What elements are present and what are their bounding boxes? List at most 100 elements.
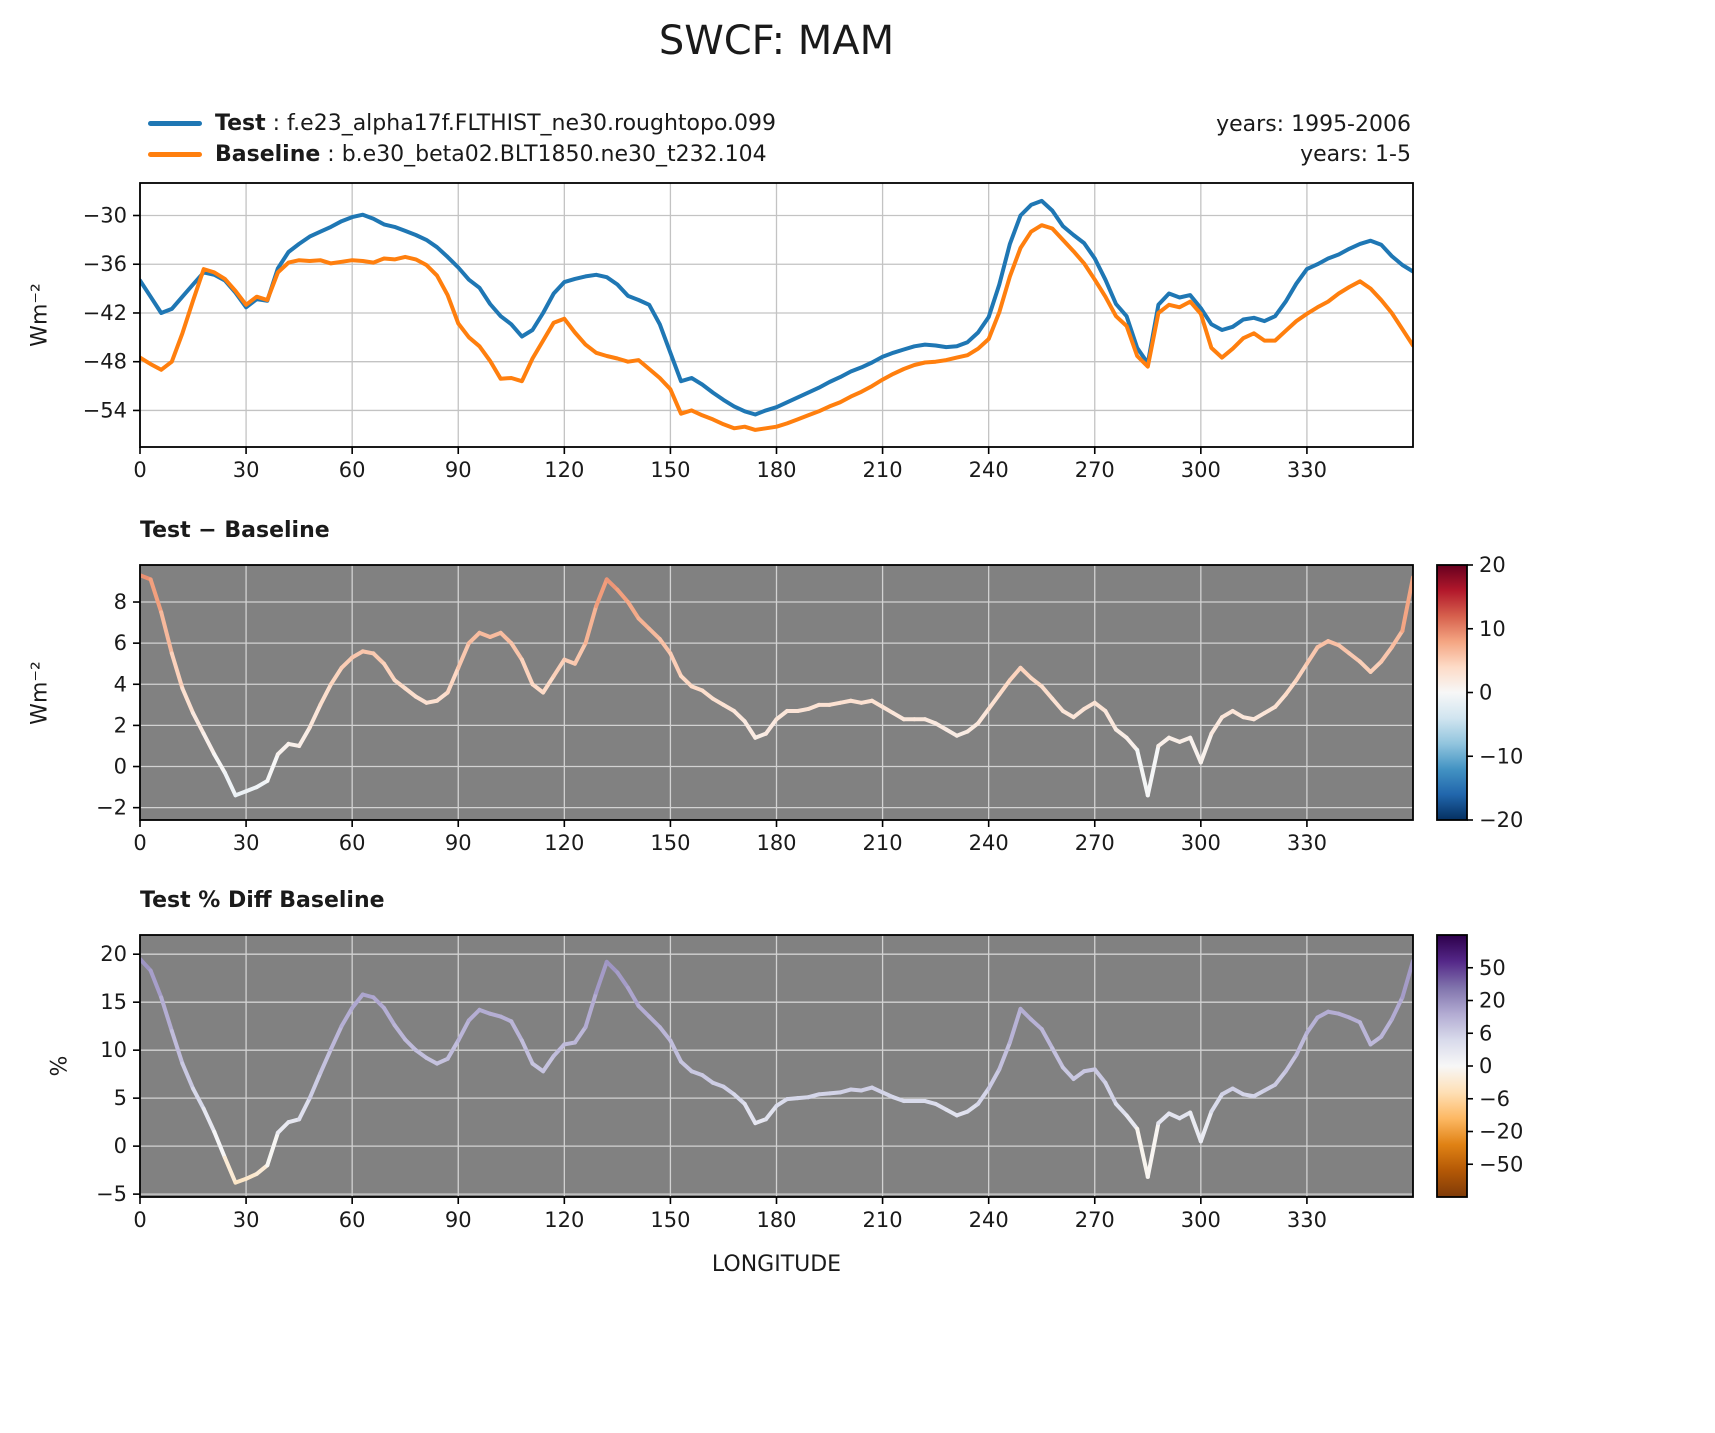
svg-text:210: 210 [863,1208,903,1232]
svg-text:180: 180 [756,458,796,482]
pct-diff-panel-ylabel: % [47,1055,73,1077]
legend-entry-baseline: Baseline : b.e30_beta02.BLT1850.ne30_t23… [148,139,776,170]
svg-text:0: 0 [133,458,146,482]
baseline-line-swatch [148,152,202,157]
svg-text:240: 240 [969,458,1009,482]
svg-text:8: 8 [114,590,127,614]
svg-text:180: 180 [756,831,796,855]
svg-text:90: 90 [445,1208,472,1232]
diff-panel-ylabel: Wm⁻² [27,661,53,725]
legend: Test : f.e23_alpha17f.FLTHIST_ne30.rough… [148,108,776,170]
plot-data [140,198,1413,432]
svg-text:0: 0 [114,1134,127,1158]
svg-text:240: 240 [969,1208,1009,1232]
pct-diff-colorbar: 50 20 6 0 −6 −20 −50 [1436,934,1523,1198]
svg-text:90: 90 [445,831,472,855]
years-test: years: 1995-2006 [1216,112,1411,137]
swcf-panel: 0 30 60 90 120 150 180 210 240 270 300 330 −54 −48 −42… [83,182,1414,482]
svg-text:6: 6 [114,631,127,655]
svg-text:6: 6 [1479,1021,1492,1045]
svg-text:300: 300 [1181,458,1221,482]
test-line-swatch [148,121,202,126]
svg-text:150: 150 [650,1208,690,1232]
svg-text:4: 4 [114,672,127,696]
svg-text:5: 5 [114,1086,127,1110]
svg-text:30: 30 [233,831,260,855]
years-annotation: years: 1995-2006 years: 1-5 [1216,110,1411,170]
top-panel-ylabel: Wm⁻² [27,283,53,347]
legend-baseline-name: : b.e30_beta02.BLT1850.ne30_t232.104 [320,142,767,167]
svg-text:0: 0 [114,755,127,779]
svg-text:330: 330 [1287,458,1327,482]
baseline-line [140,223,1413,432]
svg-text:120: 120 [544,831,584,855]
svg-text:90: 90 [445,458,472,482]
svg-text:−36: −36 [83,252,127,276]
svg-text:180: 180 [756,1208,796,1232]
svg-text:30: 30 [233,1208,260,1232]
tick-marks [133,953,1308,1204]
svg-text:120: 120 [544,458,584,482]
svg-text:240: 240 [969,831,1009,855]
diff-panel: 0 30 60 90 120 150 180 210 240 270 300 330−20246820… [96,553,1523,855]
tick-labels: 0 30 60 90 120 150 180 210 240 270 300 330 −54 −48 −42… [83,203,1327,482]
svg-text:2: 2 [114,713,127,737]
svg-text:0: 0 [133,831,146,855]
chart-title: SWCF: MAM [658,18,895,64]
svg-text:−2: −2 [96,796,127,820]
svg-text:120: 120 [544,1208,584,1232]
svg-text:300: 300 [1181,1208,1221,1232]
svg-text:−10: −10 [1479,744,1523,768]
svg-text:210: 210 [863,458,903,482]
svg-text:270: 270 [1075,458,1115,482]
legend-baseline-label: Baseline [215,142,321,167]
pct-diff-panel: 0 30 60 90 120 150 180 210 240 270 300 330−50510152… [96,934,1523,1232]
svg-text:−54: −54 [83,398,127,422]
legend-test-text: Test : f.e23_alpha17f.FLTHIST_ne30.rough… [215,111,776,136]
diff-panel-title: Test − Baseline [140,518,330,543]
svg-text:30: 30 [233,458,260,482]
svg-text:0: 0 [1479,1054,1492,1078]
svg-text:−6: −6 [1479,1087,1510,1111]
svg-text:20: 20 [1479,553,1506,577]
legend-test-label: Test [215,111,266,136]
svg-text:210: 210 [863,831,903,855]
svg-text:60: 60 [339,831,366,855]
svg-text:50: 50 [1479,956,1506,980]
plot-data [140,956,1413,1185]
years-baseline: years: 1-5 [1300,142,1411,167]
svg-text:150: 150 [650,831,690,855]
test-line [140,198,1413,417]
svg-text:15: 15 [100,990,127,1014]
svg-text:−20: −20 [1479,808,1523,832]
legend-entry-test: Test : f.e23_alpha17f.FLTHIST_ne30.rough… [148,108,776,139]
tick-marks [133,214,1308,454]
svg-text:10: 10 [100,1038,127,1062]
diff-colorbar: 20 10 0 −10 −20 [1436,553,1523,832]
pct-diff-panel-title: Test % Diff Baseline [140,888,385,913]
svg-text:0: 0 [1479,681,1492,705]
svg-text:150: 150 [650,458,690,482]
svg-text:0: 0 [133,1208,146,1232]
tick-marks [133,601,1308,827]
x-axis-label: LONGITUDE [711,1252,842,1277]
svg-text:330: 330 [1287,1208,1327,1232]
svg-text:60: 60 [339,1208,366,1232]
svg-text:−30: −30 [83,203,127,227]
svg-text:−5: −5 [96,1182,127,1206]
gridlines [139,565,1413,820]
legend-baseline-text: Baseline : b.e30_beta02.BLT1850.ne30_t23… [215,142,767,167]
plot-data [140,573,1413,798]
svg-text:−50: −50 [1479,1152,1523,1176]
svg-text:10: 10 [1479,617,1506,641]
legend-test-name: : f.e23_alpha17f.FLTHIST_ne30.roughtopo.… [265,111,777,136]
gridlines [139,935,1413,1197]
svg-text:300: 300 [1181,831,1221,855]
svg-text:20: 20 [1479,989,1506,1013]
svg-text:−20: −20 [1479,1120,1523,1144]
svg-text:−48: −48 [83,350,127,374]
svg-text:330: 330 [1287,831,1327,855]
